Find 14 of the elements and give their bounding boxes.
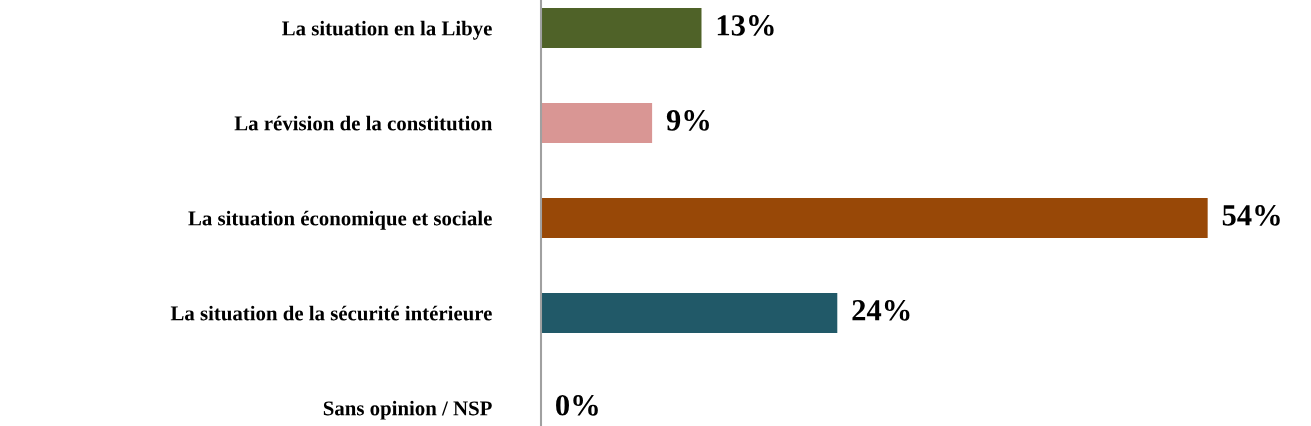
y-tick-label: La situation de la sécurité intérieure	[170, 305, 492, 321]
bar	[541, 293, 838, 333]
y-tick-label: La situation économique et sociale	[188, 210, 492, 230]
data-label: 24%	[852, 300, 910, 321]
y-tick-label: Sans opinion / NSP	[323, 400, 492, 420]
y-tick-label: La situation en la Libye	[282, 20, 492, 40]
data-label: 0%	[556, 394, 598, 416]
data-label: 9%	[666, 110, 709, 131]
y-tick-label: La révision de la constitution	[234, 115, 493, 131]
bar	[541, 198, 1208, 238]
bar	[541, 103, 653, 143]
data-label: 13%	[717, 15, 774, 36]
bar	[541, 8, 702, 48]
data-label: 54%	[1222, 205, 1280, 226]
